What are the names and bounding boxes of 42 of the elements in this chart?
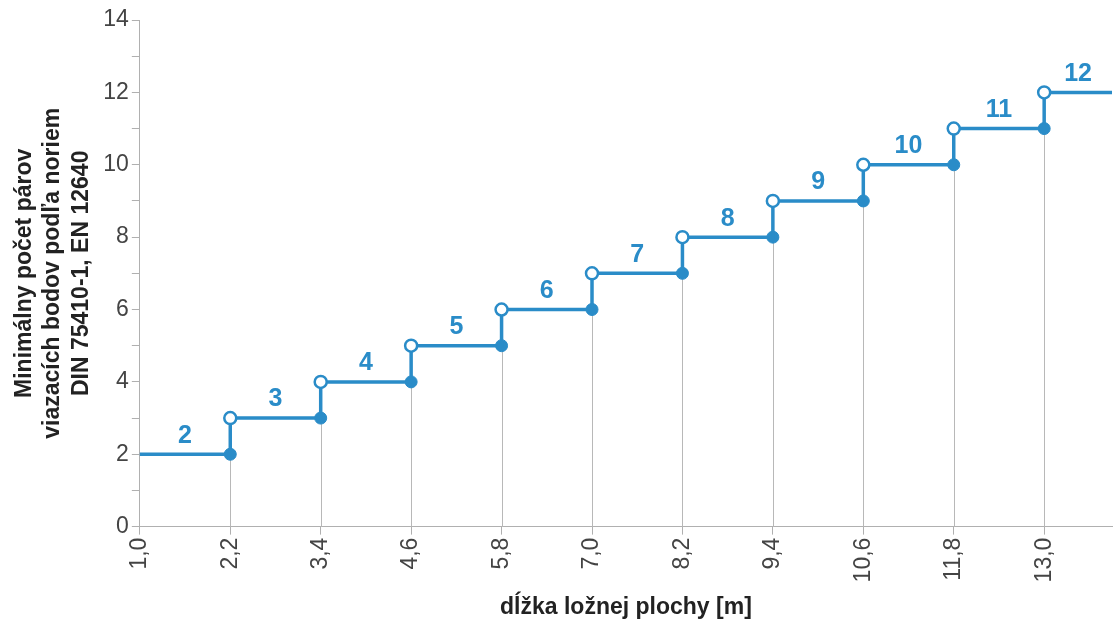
x-tick-label: 9,4	[758, 537, 785, 570]
data-label: 3	[268, 383, 283, 412]
point	[494, 302, 509, 317]
point	[946, 121, 961, 136]
y-tick-label: 10	[103, 150, 129, 177]
data-label: 2	[178, 419, 192, 448]
point	[313, 374, 328, 390]
x-tick-label: 5,8	[486, 537, 513, 570]
x-tick-label: 10,6	[848, 537, 875, 583]
y-tick-label: 4	[116, 367, 130, 394]
data-label: 10	[894, 130, 923, 159]
point	[856, 157, 871, 172]
x-tick-label: 3,4	[306, 537, 333, 570]
x-tick-label: 13,0	[1029, 537, 1056, 583]
y-tick-label: 8	[116, 222, 129, 249]
point	[584, 266, 600, 281]
data-label: 8	[720, 202, 735, 231]
point	[1036, 85, 1052, 100]
data-label: 9	[811, 166, 826, 195]
x-tick-label: 11,8	[939, 537, 966, 581]
data-label: 5	[449, 311, 464, 340]
data-label: 11	[985, 93, 1013, 122]
point	[675, 229, 690, 245]
point	[765, 193, 781, 209]
point	[223, 410, 238, 426]
y-axis-title: Minimálny počet párov viazacích bodov podľa noriem DIN 75410-1, EN 12640	[9, 107, 94, 439]
y-tick-label: 14	[103, 5, 130, 32]
data-label: 12	[1064, 57, 1092, 86]
data-label: 4	[358, 347, 373, 376]
x-tick-label: 7,0	[577, 537, 604, 570]
data-label: 7	[630, 238, 645, 267]
x-axis-title: dĺžka ložnej plochy [m]	[500, 590, 752, 619]
x-tick-label: 4,6	[396, 537, 423, 570]
x-tick-label: 8,2	[667, 537, 694, 570]
x-tick-label: 1,0	[125, 537, 152, 570]
y-tick-label: 2	[116, 439, 129, 466]
point	[403, 338, 419, 353]
y-tick-label: 12	[103, 77, 129, 104]
y-tick-label: 6	[116, 294, 129, 321]
x-tick-label: 2,2	[215, 537, 242, 570]
y-tick-label: 0	[116, 511, 129, 538]
data-label: 6	[539, 274, 554, 303]
